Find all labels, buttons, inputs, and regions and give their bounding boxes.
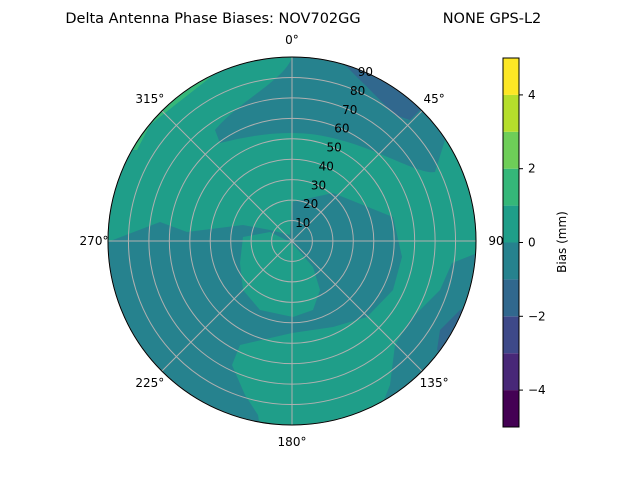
radial-tick-label: 50 (326, 141, 341, 155)
angle-tick-label: 45° (423, 92, 444, 106)
chart-title: Delta Antenna Phase Biases: NOV702GG (65, 11, 360, 27)
radial-tick-label: 90 (358, 65, 373, 79)
angle-tick-label: 315° (135, 92, 164, 106)
grid-spoke (291, 240, 423, 372)
region-minus1-to-0-center-west (108, 193, 402, 425)
angle-tick-label: 180° (278, 435, 307, 449)
colorbar-tick-label: 4 (528, 88, 536, 102)
radial-tick-label: 10 (295, 216, 310, 230)
colorbar-segment (503, 316, 519, 354)
colorbar-segment (503, 353, 519, 391)
angle-tick-label: 225° (135, 376, 164, 390)
grid-spoke (161, 110, 293, 242)
colorbar-segment (503, 279, 519, 317)
colorbar: −4 −2 0 2 4 (502, 57, 546, 428)
radial-tick-label: 20 (303, 197, 318, 211)
radial-tick-label: 40 (319, 159, 334, 173)
radial-tick-label: 30 (311, 178, 326, 192)
colorbar-tick-label: 0 (528, 236, 536, 250)
colorbar-segment (503, 94, 519, 132)
grid-spoke (291, 110, 423, 242)
colorbar-tick-label: −4 (528, 383, 546, 397)
colorbar-segment (503, 168, 519, 206)
colorbar-segment (503, 242, 519, 280)
angle-tick-label: 270° (80, 234, 109, 248)
radial-tick-label: 60 (334, 122, 349, 136)
grid-spoke (161, 240, 293, 372)
radial-tick-label: 70 (342, 103, 357, 117)
radial-tick-label: 80 (350, 84, 365, 98)
colorbar-segment (503, 390, 519, 427)
plot-frame (107, 56, 477, 426)
colorbar-segment (503, 205, 519, 243)
chart-subtitle: NONE GPS-L2 (443, 11, 542, 27)
colorbar-label: Bias (mm) (555, 211, 569, 273)
colorbar-tick-label: −2 (528, 309, 546, 323)
angle-tick-label: 135° (420, 376, 449, 390)
colorbar-segment (503, 131, 519, 169)
colorbar-segment (503, 58, 519, 95)
polar-grid (107, 56, 477, 426)
colorbar-tick-label: 2 (528, 162, 536, 176)
region-0-to-1-center (240, 232, 320, 317)
angle-tick-label: 0° (285, 33, 299, 47)
